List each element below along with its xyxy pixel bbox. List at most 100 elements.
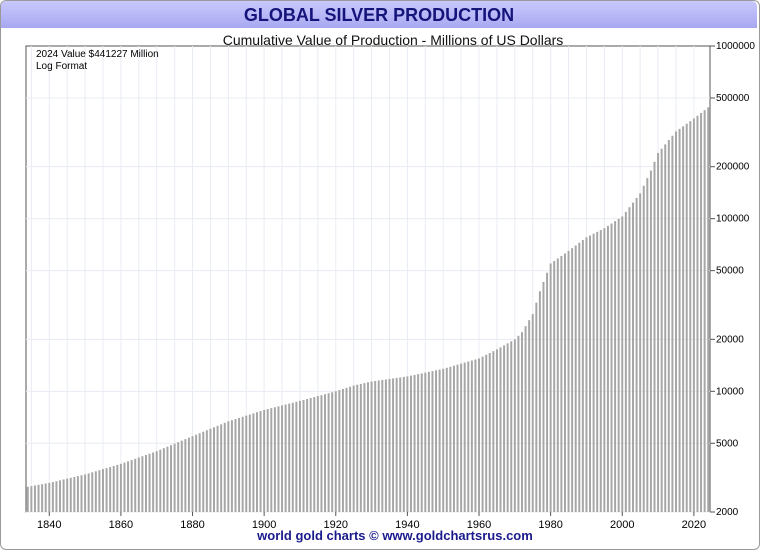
bar-1844 [62,479,65,512]
bar-1946 [427,371,430,512]
bar-1947 [431,371,434,512]
bar-1834 [26,486,29,512]
bar-1991 [589,235,592,512]
bar-1994 [599,230,602,512]
bar-1959 [474,359,477,512]
chart-title: Cumulative Value of Production - Million… [223,32,564,48]
bar-2013 [667,140,670,513]
bar-1911 [302,399,305,512]
bar-1883 [202,431,205,512]
bar-1917 [324,394,327,512]
bar-1889 [223,422,226,512]
bar-1858 [112,465,115,512]
bar-1847 [73,476,76,512]
y-tick-label: 100000 [716,214,750,225]
bar-2009 [653,161,656,512]
bar-1935 [388,378,391,512]
bar-1901 [266,409,269,512]
bar-1855 [102,469,104,512]
bar-1848 [76,476,79,512]
bar-1856 [105,468,108,512]
bar-1974 [528,320,531,512]
bar-1880 [191,436,194,512]
bar-2014 [671,135,674,512]
bar-1936 [392,378,395,512]
bar-1980 [549,263,552,512]
bar-1840 [48,482,51,512]
bar-1981 [553,260,556,512]
bar-1870 [155,451,158,512]
bar-1850 [84,474,87,512]
bar-2011 [660,148,663,512]
bar-1919 [331,392,334,512]
bar-1934 [384,379,387,512]
bar-1875 [173,443,176,512]
bar-1954 [456,364,459,512]
bar-1987 [574,245,577,513]
bar-2006 [642,185,645,513]
bar-1955 [460,363,463,512]
bar-1853 [94,471,97,512]
bar-1903 [273,407,276,512]
bar-1979 [546,272,549,512]
bar-2024 [707,107,710,512]
bar-1920 [334,391,337,512]
bar-2008 [649,170,652,512]
bar-1958 [470,360,473,512]
bar-1923 [345,387,348,512]
bar-1837 [37,484,40,512]
bar-1969 [510,341,513,512]
bar-1835 [30,486,33,512]
bar-1984 [563,253,566,512]
bar-1882 [198,433,201,512]
banner-title: GLOBAL SILVER PRODUCTION [1,1,757,28]
bar-2001 [624,211,627,513]
bar-2019 [689,121,692,513]
bar-1968 [506,343,509,512]
bar-1925 [352,385,355,512]
bar-2016 [678,128,681,512]
y-tick-label: 20000 [716,334,744,345]
bar-1915 [316,396,319,512]
bar-1999 [617,218,620,512]
bar-1885 [209,428,212,512]
x-tick-label: 1960 [467,519,491,531]
bar-1851 [87,473,90,512]
bar-2022 [700,112,703,513]
x-tick-label: 1980 [538,519,562,531]
bar-1852 [91,472,94,512]
bar-2021 [696,115,699,512]
bar-1877 [180,440,183,512]
bar-1957 [467,361,470,512]
bar-1910 [298,400,301,512]
bar-1884 [205,430,208,512]
bar-1842 [55,481,58,512]
bar-2007 [646,178,649,512]
bar-1908 [291,402,294,512]
bar-1841 [51,482,54,512]
bar-2017 [682,126,685,513]
bar-1996 [606,225,609,512]
bar-1900 [263,409,266,512]
bar-1868 [148,453,151,512]
bar-1943 [417,374,420,512]
footer-credit: world gold charts © www.goldchartsrus.co… [257,528,533,543]
bar-1836 [33,485,36,512]
bar-1975 [531,314,534,512]
bar-1890 [227,421,230,512]
bar-1887 [216,425,219,512]
bar-2015 [674,131,677,512]
bar-1927 [359,383,362,512]
x-tick-label: 1880 [180,519,204,531]
bar-1871 [159,449,162,512]
bar-1863 [130,460,133,512]
bar-1874 [170,445,173,512]
bar-1939 [402,376,405,512]
x-tick-label: 1860 [109,519,133,531]
bar-1886 [213,427,215,512]
bar-1997 [610,223,613,512]
bar-1891 [230,420,233,512]
bar-1859 [116,464,119,512]
bar-1906 [284,404,287,512]
